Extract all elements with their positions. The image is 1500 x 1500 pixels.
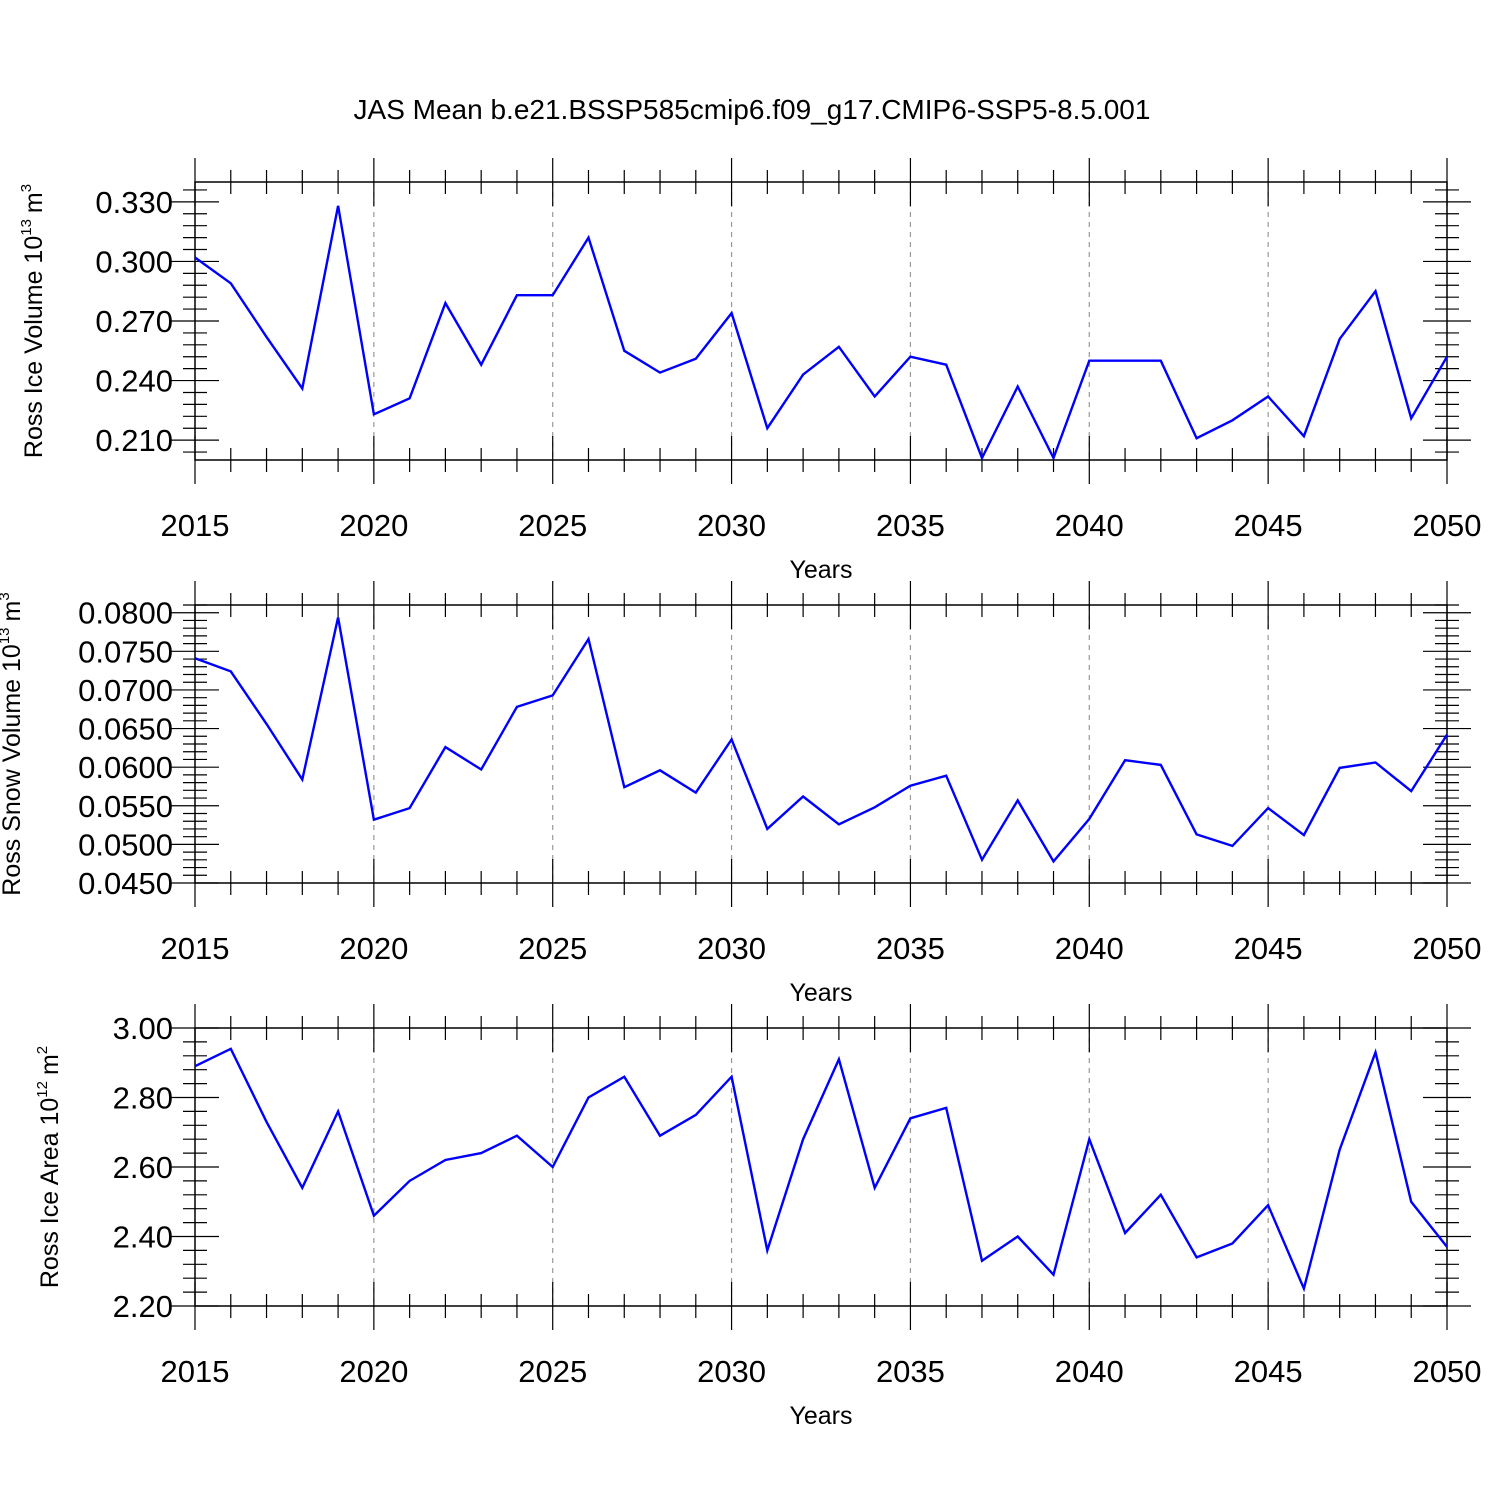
y-axis-title-unit: m: [20, 192, 48, 213]
y-tick-label: 0.0550: [78, 789, 173, 824]
y-tick-label: 0.0600: [78, 750, 173, 785]
x-axis-title: Years: [789, 1402, 852, 1430]
y-axis-title-exponent: 13: [0, 627, 13, 644]
x-tick-label: 2015: [161, 508, 230, 543]
y-tick-label: 0.0800: [78, 596, 173, 631]
x-tick-label: 2035: [876, 931, 945, 966]
y-axis-title-text: Ross Ice Area 10: [36, 1098, 64, 1288]
y-tick-label: 2.60: [113, 1150, 173, 1185]
y-axis-title: Ross Ice Volume 1013 m3: [18, 184, 48, 458]
plot-frame: [194, 604, 1448, 884]
y-tick-label: 0.0700: [78, 673, 173, 708]
plot-frame: [194, 1027, 1448, 1307]
x-tick-label: 2040: [1055, 508, 1124, 543]
y-axis-title: Ross Ice Area 1012 m2: [34, 1046, 64, 1288]
x-tick-label: 2045: [1234, 508, 1303, 543]
x-tick-label: 2050: [1413, 931, 1482, 966]
x-tick-label: 2015: [161, 931, 230, 966]
y-axis-title-exponent: 12: [34, 1081, 51, 1098]
panel-2: 2015 2020 2025 2030 2035 2040 2045 2050 0.0450 0.…: [0, 581, 1481, 1007]
y-tick-label: 0.330: [95, 185, 173, 220]
y-tick-label: 0.300: [95, 244, 173, 279]
series-line: [194, 1047, 1448, 1293]
x-tick-label: 2020: [339, 508, 408, 543]
panels: 2015 2020 2025 2030 2035 2040 2045 2050 0.210 0.2…: [0, 158, 1481, 1430]
panel-1: 2015 2020 2025 2030 2035 2040 2045 2050 0.210 0.2…: [18, 158, 1481, 584]
panel-3: 2015 2020 2025 2030 2035 2040 2045 2050 2.20 2.40…: [34, 1004, 1481, 1430]
y-tick-label: 0.0750: [78, 634, 173, 669]
y-axis-title-unit: m: [0, 601, 26, 622]
x-tick-label: 2020: [339, 931, 408, 966]
x-tick-label: 2025: [518, 931, 587, 966]
y-axis-title-unit-exponent: 3: [18, 184, 35, 192]
x-tick-label: 2040: [1055, 1354, 1124, 1389]
x-tick-label: 2050: [1413, 1354, 1482, 1389]
y-axis-title-exponent: 13: [18, 219, 35, 236]
y-tick-label: 0.270: [95, 304, 173, 339]
x-tick-label: 2045: [1234, 1354, 1303, 1389]
x-tick-label: 2030: [697, 1354, 766, 1389]
x-axis-title: Years: [789, 556, 852, 584]
series-line: [194, 617, 1449, 864]
y-tick-label: 0.0650: [78, 712, 173, 747]
y-tick-label: 2.20: [113, 1289, 173, 1324]
x-tick-label: 2030: [697, 508, 766, 543]
x-tick-label: 2015: [161, 1354, 230, 1389]
x-tick-label: 2050: [1413, 508, 1482, 543]
y-tick-label: 0.240: [95, 364, 173, 399]
y-axis-title-text: Ross Ice Volume 10: [20, 236, 48, 458]
y-tick-label: 3.00: [113, 1011, 173, 1046]
y-tick-label: 2.40: [113, 1220, 173, 1255]
x-tick-label: 2025: [518, 1354, 587, 1389]
y-axis-title-unit-exponent: 2: [34, 1046, 51, 1054]
y-axis-title-unit: m: [36, 1054, 64, 1075]
figure-title: JAS Mean b.e21.BSSP585cmip6.f09_g17.CMIP…: [354, 94, 1151, 125]
x-tick-label: 2035: [876, 1354, 945, 1389]
plot-frame: [194, 181, 1448, 461]
y-axis-title-unit-exponent: 3: [0, 592, 13, 600]
x-tick-label: 2025: [518, 508, 587, 543]
x-tick-label: 2030: [697, 931, 766, 966]
y-tick-label: 2.80: [113, 1081, 173, 1116]
series-line: [194, 205, 1449, 462]
y-axis-title-text: Ross Snow Volume 10: [0, 644, 26, 896]
y-axis-title: Ross Snow Volume 1013 m3: [0, 592, 26, 895]
y-tick-label: 0.210: [95, 423, 173, 458]
x-tick-label: 2035: [876, 508, 945, 543]
x-tick-label: 2020: [339, 1354, 408, 1389]
y-tick-label: 0.0500: [78, 827, 173, 862]
y-tick-label: 0.0450: [78, 866, 173, 901]
x-tick-label: 2045: [1234, 931, 1303, 966]
x-axis-title: Years: [789, 979, 852, 1007]
x-tick-label: 2040: [1055, 931, 1124, 966]
